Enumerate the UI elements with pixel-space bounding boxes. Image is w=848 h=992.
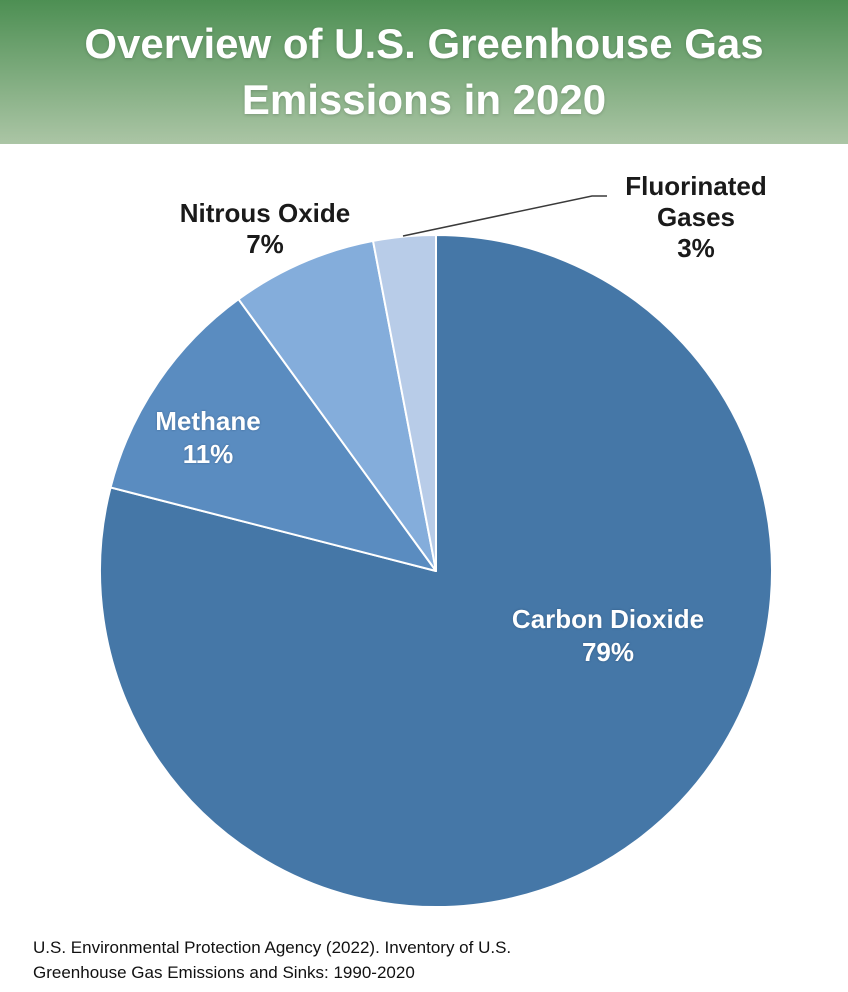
label-carbon-dioxide: Carbon Dioxide 79% — [512, 603, 704, 669]
slice-percent: 11% — [182, 439, 234, 469]
source-citation: U.S. Environmental Protection Agency (20… — [33, 935, 511, 985]
slice-name: Fluorinated Gases — [625, 171, 767, 232]
slice-name: Carbon Dioxide — [511, 604, 705, 634]
slice-percent: 79% — [581, 637, 635, 667]
pie-slice-nitrous-oxide — [237, 239, 437, 572]
source-line-1: U.S. Environmental Protection Agency (20… — [33, 938, 512, 957]
label-nitrous-oxide: Nitrous Oxide 7% — [180, 198, 350, 260]
slice-percent: 3% — [677, 233, 715, 263]
label-fluorinated-gases: Fluorinated Gases 3% — [609, 171, 784, 264]
page-title: Overview of U.S. Greenhouse Gas Emission… — [84, 20, 764, 123]
leader-line-fluorinated-gases — [402, 195, 607, 237]
slice-name: Methane — [155, 406, 261, 436]
slice-percent: 7% — [246, 229, 284, 259]
pie-slice-methane — [109, 298, 437, 572]
slice-name: Nitrous Oxide — [179, 198, 351, 228]
pie-slice-fluorinated-gases — [372, 234, 437, 572]
title-banner: Overview of U.S. Greenhouse Gas Emission… — [0, 0, 848, 144]
label-methane: Methane 11% — [155, 405, 260, 471]
source-line-2: Greenhouse Gas Emissions and Sinks: 1990… — [33, 963, 415, 982]
